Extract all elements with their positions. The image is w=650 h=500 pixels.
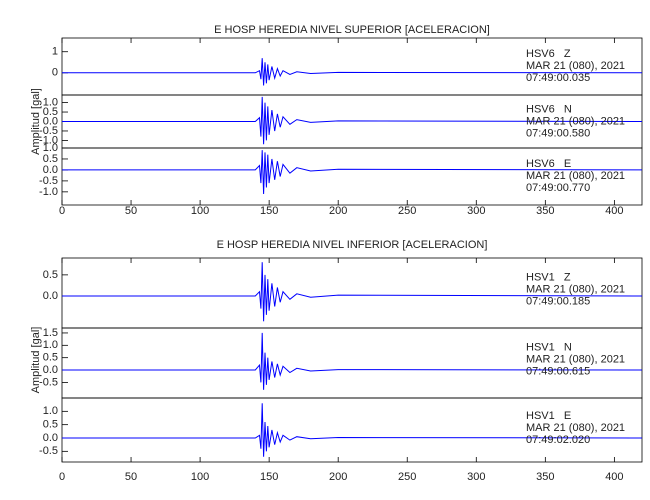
x-tick-label: 50 [125,471,137,483]
date-label: MAR 21 (080), 2021 [526,422,625,434]
waveform [62,332,643,390]
y-tick-label: -0.5 [39,376,58,388]
y-tick-label: 1.0 [43,96,58,108]
x-tick-label: 50 [125,205,137,217]
station-label: HSV1 N [526,342,572,354]
y-tick-label: 0.5 [43,153,58,165]
x-tick-label: 100 [191,205,209,217]
y-axis-label: Amplitud [gal] [30,327,42,394]
x-tick-label: 250 [398,471,416,483]
waveform [62,58,643,86]
y-tick-label: 0.5 [43,269,58,281]
y-tick-label: 0.0 [43,115,58,127]
x-tick-label: 400 [605,471,623,483]
station-label: HSV1 Z [526,272,571,284]
time-label: 07:49:00.580 [526,128,590,140]
time-label: 07:49:00.770 [526,182,590,194]
date-label: MAR 21 (080), 2021 [526,60,625,72]
date-label: MAR 21 (080), 2021 [526,116,625,128]
y-tick-label: 1.5 [43,327,58,339]
y-tick-label: 1.0 [43,339,58,351]
y-tick-label: 0.0 [43,164,58,176]
time-label: 07:49:00.615 [526,366,590,378]
date-label: MAR 21 (080), 2021 [526,284,625,296]
y-tick-label: 0.0 [43,432,58,444]
y-tick-label: 0.5 [43,419,58,431]
station-label: HSV1 E [526,410,571,422]
chart-title: E HOSP HEREDIA NIVEL INFERIOR [ACELERACI… [217,239,488,251]
waveform [62,150,643,195]
y-tick-label: -1.0 [39,134,58,146]
y-tick-label: 0.5 [43,352,58,364]
x-tick-label: 250 [398,205,416,217]
y-tick-label: 0 [52,67,58,79]
y-tick-label: 1.0 [43,405,58,417]
x-tick-label: 200 [329,471,347,483]
y-axis-label: Amplitud [gal] [30,88,42,155]
date-label: MAR 21 (080), 2021 [526,354,625,366]
panel-frame [61,147,643,206]
date-label: MAR 21 (080), 2021 [526,170,625,182]
y-tick-label: 0.0 [43,290,58,302]
y-tick-label: 1.0 [43,142,58,154]
x-tick-label: 200 [329,205,347,217]
time-label: 07:49:00.035 [526,72,590,84]
y-tick-label: -0.5 [39,125,58,137]
x-tick-label: 0 [59,205,65,217]
x-tick-label: 400 [605,205,623,217]
y-tick-label: -1.0 [39,186,58,198]
x-tick-label: 350 [536,205,554,217]
waveform [62,262,643,322]
x-tick-label: 100 [191,471,209,483]
y-tick-label: -0.5 [39,175,58,187]
x-tick-label: 350 [536,471,554,483]
panel-frame [61,397,643,463]
y-tick-label: -0.5 [39,445,58,457]
x-tick-label: 0 [59,471,65,483]
station-label: HSV6 Z [526,48,571,60]
waveform [62,96,643,145]
y-tick-label: 0.0 [43,364,58,376]
x-tick-label: 300 [467,471,485,483]
x-tick-label: 150 [260,205,278,217]
station-label: HSV6 N [526,104,572,116]
x-tick-label: 300 [467,205,485,217]
y-tick-label: 1 [52,46,58,58]
chart-title: E HOSP HEREDIA NIVEL SUPERIOR [ACELERACI… [214,24,490,36]
time-label: 07:49:00.185 [526,296,590,308]
y-tick-label: 0.5 [43,106,58,118]
time-label: 07:49:02.020 [526,434,590,446]
waveform [62,403,643,457]
station-label: HSV6 E [526,158,571,170]
x-tick-label: 150 [260,471,278,483]
